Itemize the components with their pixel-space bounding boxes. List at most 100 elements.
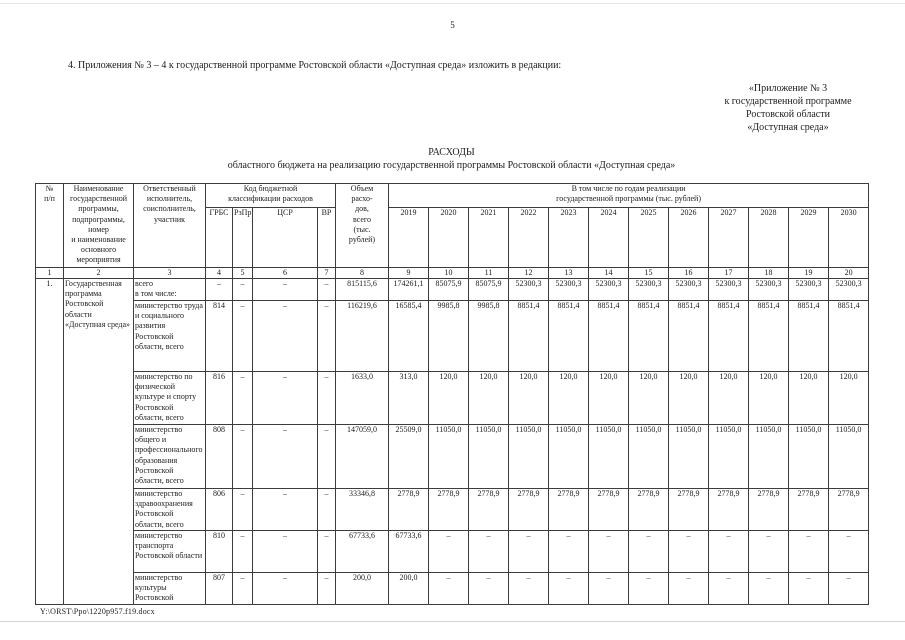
cell-year: 52300,3 (708, 278, 749, 301)
cell-vr: – (317, 300, 336, 372)
cell-year: 52300,3 (508, 278, 549, 301)
cell-year: 120,0 (508, 371, 549, 425)
col-header-grbs: ГРБС (205, 207, 233, 268)
cell-year: 11050,0 (508, 424, 549, 489)
cell-year: – (588, 530, 629, 573)
cell-year: 200,0 (388, 572, 429, 605)
column-number: 3 (133, 267, 206, 279)
cell-year: 8851,4 (588, 300, 629, 372)
cell-year: – (428, 572, 469, 605)
cell-total: 147059,0 (335, 424, 389, 489)
page-edge-bottom (0, 621, 905, 622)
column-number: 7 (317, 267, 336, 279)
cell-year: 16585,4 (388, 300, 429, 372)
cell-year: 8851,4 (628, 300, 669, 372)
cell-csr: – (252, 371, 318, 425)
cell-year: 120,0 (788, 371, 829, 425)
cell-year: – (668, 530, 709, 573)
col-header-executor: Ответственный исполнитель, соисполнитель… (133, 183, 206, 268)
column-number: 15 (628, 267, 669, 279)
column-number: 6 (252, 267, 318, 279)
cell-year: 11050,0 (628, 424, 669, 489)
col-header-year: 2029 (788, 207, 829, 268)
cell-vr: – (317, 371, 336, 425)
column-number: 10 (428, 267, 469, 279)
cell-year: 2778,9 (827, 488, 870, 531)
cell-year: 11050,0 (748, 424, 789, 489)
cell-vr: – (317, 488, 336, 531)
column-number: 14 (588, 267, 629, 279)
cell-year: 11050,0 (708, 424, 749, 489)
cell-total: 33346,8 (335, 488, 389, 531)
cell-year: 85075,9 (428, 278, 469, 301)
cell-year: 120,0 (428, 371, 469, 425)
cell-year: – (548, 572, 589, 605)
cell-year: – (827, 530, 870, 573)
cell-year: 67733,6 (388, 530, 429, 573)
cell-executor: министерство по физической культуре и сп… (133, 371, 206, 425)
cell-row-num: 1. (35, 278, 64, 605)
col-header-name: Наименование государственной программы, … (63, 183, 134, 268)
cell-year: 8851,4 (708, 300, 749, 372)
cell-rzpr: – (232, 371, 253, 425)
cell-grbs: 814 (205, 300, 233, 372)
cell-year: – (708, 530, 749, 573)
cell-year: 52300,3 (588, 278, 629, 301)
column-number: 2 (63, 267, 134, 279)
cell-year: – (428, 530, 469, 573)
cell-year: 9985,8 (468, 300, 509, 372)
cell-year: – (628, 530, 669, 573)
header-group-row: № п/п Наименование государственной прогр… (35, 183, 870, 268)
cell-csr: – (252, 488, 318, 531)
table-row: министерство здравоохранения Ростовской … (36, 488, 870, 531)
column-number: 9 (388, 267, 429, 279)
col-header-rzpr: РзПр (232, 207, 253, 268)
col-header-year: 2027 (708, 207, 749, 268)
table-row: министерство общего и профессионального … (36, 424, 870, 489)
cell-year: – (628, 572, 669, 605)
cell-executor: министерство транспорта Ростовской облас… (133, 530, 206, 573)
doc-subtitle: областного бюджета на реализацию государ… (227, 160, 676, 171)
column-number: 4 (205, 267, 233, 279)
cell-year: – (468, 572, 509, 605)
document-file-path: Y:\ORST\Ppo\1220p957.f19.docx (40, 607, 155, 616)
cell-year: 120,0 (708, 371, 749, 425)
cell-grbs: 806 (205, 488, 233, 531)
cell-year: 2778,9 (668, 488, 709, 531)
cell-grbs: 810 (205, 530, 233, 573)
cell-year: – (748, 572, 789, 605)
cell-year: – (748, 530, 789, 573)
cell-total: 815115,6 (335, 278, 389, 301)
cell-year: 8851,4 (748, 300, 789, 372)
col-header-vr: ВР (317, 207, 336, 268)
cell-year: 313,0 (388, 371, 429, 425)
cell-year: 52300,3 (628, 278, 669, 301)
page-edge-top (0, 3, 905, 4)
cell-year: – (508, 530, 549, 573)
cell-year: 52300,3 (827, 278, 870, 301)
page-number: 5 (450, 20, 455, 30)
column-number: 11 (468, 267, 509, 279)
cell-year: 120,0 (668, 371, 709, 425)
cell-vr: – (317, 530, 336, 573)
column-number: 17 (708, 267, 749, 279)
cell-year: 52300,3 (668, 278, 709, 301)
cell-year: 52300,3 (748, 278, 789, 301)
cell-year: 8851,4 (668, 300, 709, 372)
table-row: министерство труда и социального развити… (36, 300, 870, 372)
column-number: 16 (668, 267, 709, 279)
cell-year: 11050,0 (588, 424, 629, 489)
cell-total: 67733,6 (335, 530, 389, 573)
cell-total: 1633,0 (335, 371, 389, 425)
cell-executor: министерство культуры Ростовской (133, 572, 206, 605)
cell-year: 2778,9 (708, 488, 749, 531)
cell-year: 8851,4 (788, 300, 829, 372)
cell-year: 2778,9 (588, 488, 629, 531)
cell-year: 120,0 (628, 371, 669, 425)
cell-csr: – (252, 300, 318, 372)
cell-year: 174261,1 (388, 278, 429, 301)
col-header-year: 2020 (428, 207, 469, 268)
col-header-years-group: В том числе по годам реализации государс… (387, 183, 870, 208)
cell-grbs: 816 (205, 371, 233, 425)
cell-grbs: – (205, 278, 233, 301)
